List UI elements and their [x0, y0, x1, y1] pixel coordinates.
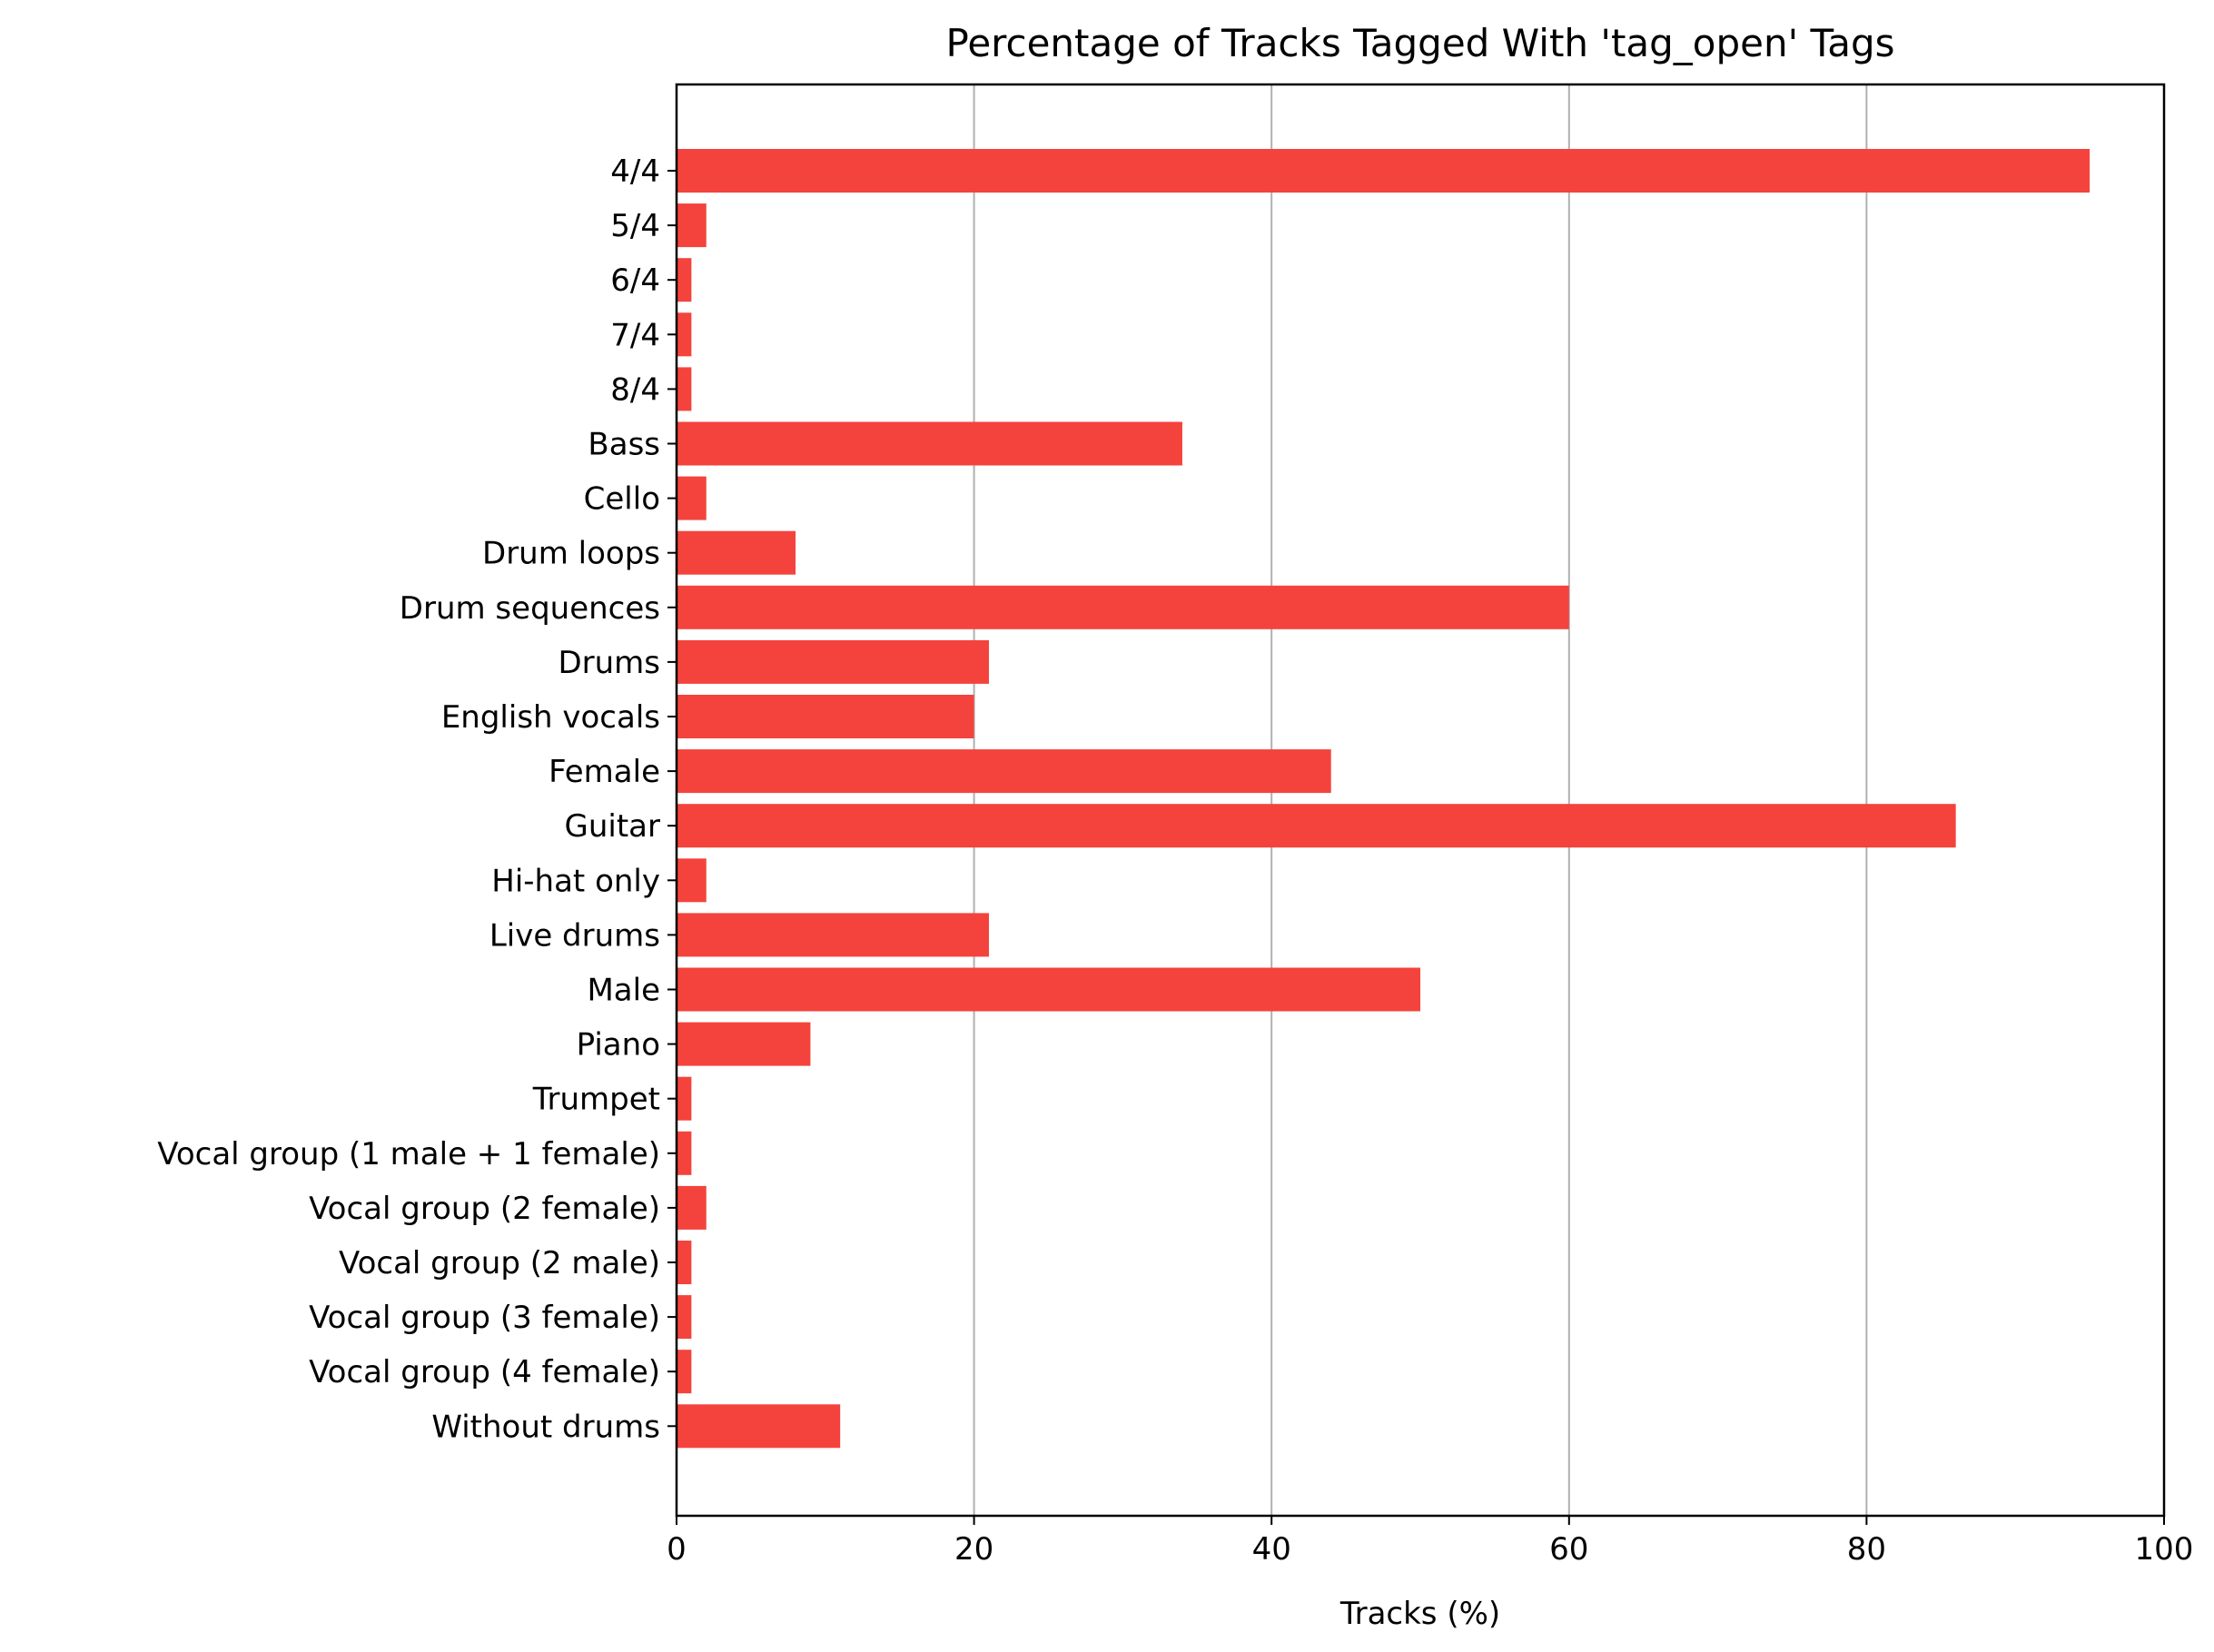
x-axis-label: Tracks (%)	[1339, 1596, 1500, 1632]
y-tick-label: Cello	[584, 481, 660, 518]
bar	[677, 530, 796, 575]
bar	[677, 639, 989, 684]
grid-lines	[973, 84, 1868, 1516]
y-tick-label: Female	[549, 754, 660, 790]
x-tick-label: 20	[954, 1531, 993, 1568]
x-tick-label: 100	[2135, 1531, 2194, 1568]
bar	[677, 967, 1420, 1012]
y-tick-label: English vocals	[441, 699, 660, 736]
x-tick-label: 60	[1549, 1531, 1588, 1568]
y-tick-label: 5/4	[610, 208, 660, 244]
bar	[677, 695, 974, 738]
bar	[677, 476, 707, 520]
bar	[677, 258, 692, 302]
y-tick-label: 4/4	[610, 153, 660, 190]
x-tick-label: 80	[1847, 1531, 1886, 1568]
bar	[677, 1404, 841, 1449]
x-tick-label: 0	[667, 1531, 687, 1568]
bars	[677, 149, 2090, 1449]
y-tick-label: 8/4	[610, 371, 660, 408]
x-tick-label: 40	[1252, 1531, 1291, 1568]
y-axis-ticks: 4/4 5/4 6/4 7/4 8/4 Bass Cello Drum loops Drum s…	[157, 153, 677, 1445]
bar	[677, 1076, 692, 1121]
y-tick-label: Guitar	[565, 808, 661, 845]
bar	[677, 1131, 692, 1175]
y-tick-label: 7/4	[610, 317, 660, 353]
bar	[677, 149, 2090, 193]
bar	[677, 1241, 692, 1284]
bar	[677, 1185, 707, 1230]
y-tick-label: Male	[587, 973, 660, 1009]
y-tick-label: Without drums	[431, 1409, 660, 1445]
bar	[677, 858, 707, 903]
bar	[677, 203, 707, 248]
y-tick-label: Vocal group (2 female)	[309, 1191, 660, 1227]
chart-title: Percentage of Tracks Tagged With 'tag_op…	[945, 21, 1894, 65]
bar	[677, 913, 989, 957]
bar	[677, 585, 1569, 629]
plot-frame	[675, 83, 2166, 1518]
bar	[677, 1350, 692, 1394]
bar	[677, 421, 1182, 466]
y-tick-label: 6/4	[610, 262, 660, 299]
y-tick-label: Vocal group (4 female)	[309, 1354, 660, 1390]
bar	[677, 1022, 811, 1066]
bar	[677, 804, 1956, 848]
bar	[677, 367, 692, 411]
y-tick-label: Drum loops	[482, 536, 660, 572]
y-tick-label: Trumpet	[532, 1082, 660, 1118]
x-axis-ticks: 0 20 40 60 80 100	[667, 1516, 2193, 1568]
y-tick-label: Drum sequences	[400, 590, 660, 627]
y-tick-label: Piano	[577, 1027, 660, 1063]
bar	[677, 312, 692, 357]
y-tick-label: Vocal group (1 male + 1 female)	[157, 1136, 660, 1172]
y-tick-label: Vocal group (3 female)	[309, 1300, 660, 1336]
bar	[677, 749, 1331, 794]
y-tick-label: Live drums	[489, 917, 660, 954]
y-tick-label: Vocal group (2 male)	[339, 1245, 660, 1281]
bar	[677, 1295, 692, 1340]
y-tick-label: Drums	[558, 645, 660, 681]
y-tick-label: Bass	[588, 427, 660, 463]
y-tick-label: Hi-hat only	[491, 863, 660, 899]
